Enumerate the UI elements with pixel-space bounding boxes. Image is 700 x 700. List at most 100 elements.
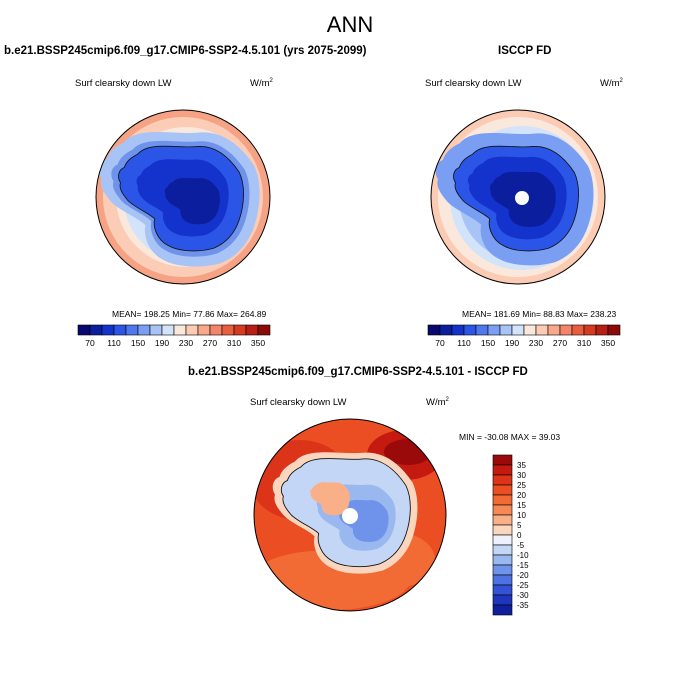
panel1-colorbar-box <box>89 324 103 336</box>
panel3-colorbar-box <box>492 474 513 486</box>
panel1-colorbar-box <box>221 324 235 336</box>
panel2-colorbar-box <box>607 324 621 336</box>
panel3-colorbar-box <box>492 544 513 556</box>
panel3-colorbar-box <box>492 584 513 596</box>
panel1-map <box>96 110 270 284</box>
panel3-colorbar-tick-label: -35 <box>517 601 529 610</box>
panel2-colorbar-box <box>499 324 513 336</box>
panel2-colorbar-tick-label: 310 <box>577 338 591 348</box>
panel1-colorbar-tick-label: 150 <box>131 338 145 348</box>
panel2-colorbar: 70 110 150 190 230 270 310 350 <box>427 324 621 348</box>
panel3-colorbar-tick-label: 35 <box>517 461 526 470</box>
panel2-colorbar-box <box>463 324 477 336</box>
panel2-colorbar-box <box>439 324 453 336</box>
panel2-colorbar-box <box>427 324 441 336</box>
panel2-variable-label: Surf clearsky down LW <box>425 78 522 89</box>
panel3-colorbar-tick-label: 20 <box>517 491 526 500</box>
panel2-map-border <box>430 109 606 285</box>
panel1-colorbar-box <box>197 324 211 336</box>
panel1-colorbar-tick-label: 350 <box>251 338 265 348</box>
panel1-colorbar-box <box>233 324 247 336</box>
panel3-colorbar-box <box>492 604 513 616</box>
panel3-colorbar-box <box>492 514 513 526</box>
panel3-colorbar-box <box>492 534 513 546</box>
panel1-colorbar-box <box>113 324 127 336</box>
panel1-colorbar-box <box>101 324 115 336</box>
panel1-colorbar-box <box>245 324 259 336</box>
panel3-map-border <box>253 418 447 612</box>
panel1-colorbar-tick-label: 190 <box>155 338 169 348</box>
panel1-colorbar-tick-label: 230 <box>179 338 193 348</box>
panel1-colorbar-tick-label: 310 <box>227 338 241 348</box>
panel2-colorbar-box <box>595 324 609 336</box>
panel1-colorbar-tick-label: 270 <box>203 338 217 348</box>
panel3-colorbar-box <box>492 554 513 566</box>
panel1-title: b.e21.BSSP245cmip6.f09_g17.CMIP6-SSP2-4.… <box>4 45 367 57</box>
panel1-colorbar-box <box>137 324 151 336</box>
panel1-map-border <box>95 109 271 285</box>
panel2-colorbar-box <box>583 324 597 336</box>
panel1-colorbar-tick-label: 70 <box>85 338 95 348</box>
panel2-colorbar-box <box>535 324 549 336</box>
panel2-colorbar-box <box>511 324 525 336</box>
panel1-colorbar-tick-label: 110 <box>107 338 121 348</box>
page-title: ANN <box>326 12 374 37</box>
panel1-variable-label: Surf clearsky down LW <box>75 78 172 89</box>
panel2-colorbar-box <box>523 324 537 336</box>
panel3-colorbar-tick-label: -20 <box>517 571 529 580</box>
panel1-colorbar-box <box>185 324 199 336</box>
panel3-colorbar-tick-label: -10 <box>517 551 529 560</box>
panel2-colorbar-tick-label: 230 <box>529 338 543 348</box>
panel3-colorbar-box <box>492 574 513 586</box>
panel2-colorbar-box <box>547 324 561 336</box>
panel3-colorbar-box <box>492 504 513 516</box>
panel1-units-label: W/m2 <box>250 78 273 90</box>
panel3-colorbar-tick-label: 10 <box>517 511 526 520</box>
panel2-colorbar-tick-label: 110 <box>457 338 471 348</box>
panel3-colorbar-tick-label: 0 <box>517 531 522 540</box>
panel1-colorbar-box <box>149 324 163 336</box>
panel2-colorbar-box <box>571 324 585 336</box>
panel3-colorbar-box <box>492 464 513 476</box>
panel2-colorbar-box <box>559 324 573 336</box>
panel3-colorbar-box <box>492 454 513 466</box>
panel2-stats: MEAN= 181.69 Min= 88.83 Max= 238.23 <box>462 309 617 319</box>
panel3-colorbar-tick-label: 25 <box>517 481 526 490</box>
panel1-colorbar-box <box>77 324 91 336</box>
panel2-colorbar-tick-label: 350 <box>601 338 615 348</box>
panel2-title: ISCCP FD <box>498 45 552 57</box>
panel2-colorbar-tick-label: 70 <box>435 338 445 348</box>
panel3-colorbar-tick-label: -25 <box>517 581 529 590</box>
panel2-colorbar-tick-label: 270 <box>553 338 567 348</box>
panel3-colorbar-box <box>492 594 513 606</box>
panel3-colorbar-tick-label: -30 <box>517 591 529 600</box>
panel3-colorbar-tick-label: -15 <box>517 561 529 570</box>
panel3-colorbar-tick-label: 5 <box>517 521 522 530</box>
panel3-colorbar-box <box>492 524 513 536</box>
panel3-colorbar-box <box>492 494 513 506</box>
panel2-colorbar-box <box>487 324 501 336</box>
panel2-colorbar-tick-label: 150 <box>481 338 495 348</box>
panel1-colorbar: 70 110 150 190 230 270 310 350 <box>77 324 271 348</box>
panel2-colorbar-box <box>451 324 465 336</box>
panel2-colorbar-tick-label: 190 <box>505 338 519 348</box>
panel1-colorbar-box <box>173 324 187 336</box>
panel1-colorbar-box <box>209 324 223 336</box>
panel3-colorbar-box <box>492 484 513 496</box>
panel3-colorbar-tick-label: 15 <box>517 501 526 510</box>
panel3-title: b.e21.BSSP245cmip6.f09_g17.CMIP6-SSP2-4.… <box>188 366 528 378</box>
panel1-colorbar-box <box>257 324 271 336</box>
panel3-map <box>254 419 446 611</box>
panel2-colorbar-box <box>475 324 489 336</box>
panel3-variable-label: Surf clearsky down LW <box>250 397 347 408</box>
panel3-colorbar-tick-label: -5 <box>517 541 525 550</box>
panel2-units-label: W/m2 <box>600 78 623 90</box>
panel1-stats: MEAN= 198.25 Min= 77.86 Max= 264.89 <box>112 309 267 319</box>
panel1-colorbar-box <box>161 324 175 336</box>
panel2-map <box>431 110 605 284</box>
panel3-stats: MIN = -30.08 MAX = 39.03 <box>459 432 561 442</box>
panel3-colorbar-box <box>492 564 513 576</box>
panel3-colorbar-tick-label: 30 <box>517 471 526 480</box>
panel3-units-label: W/m2 <box>426 397 449 409</box>
